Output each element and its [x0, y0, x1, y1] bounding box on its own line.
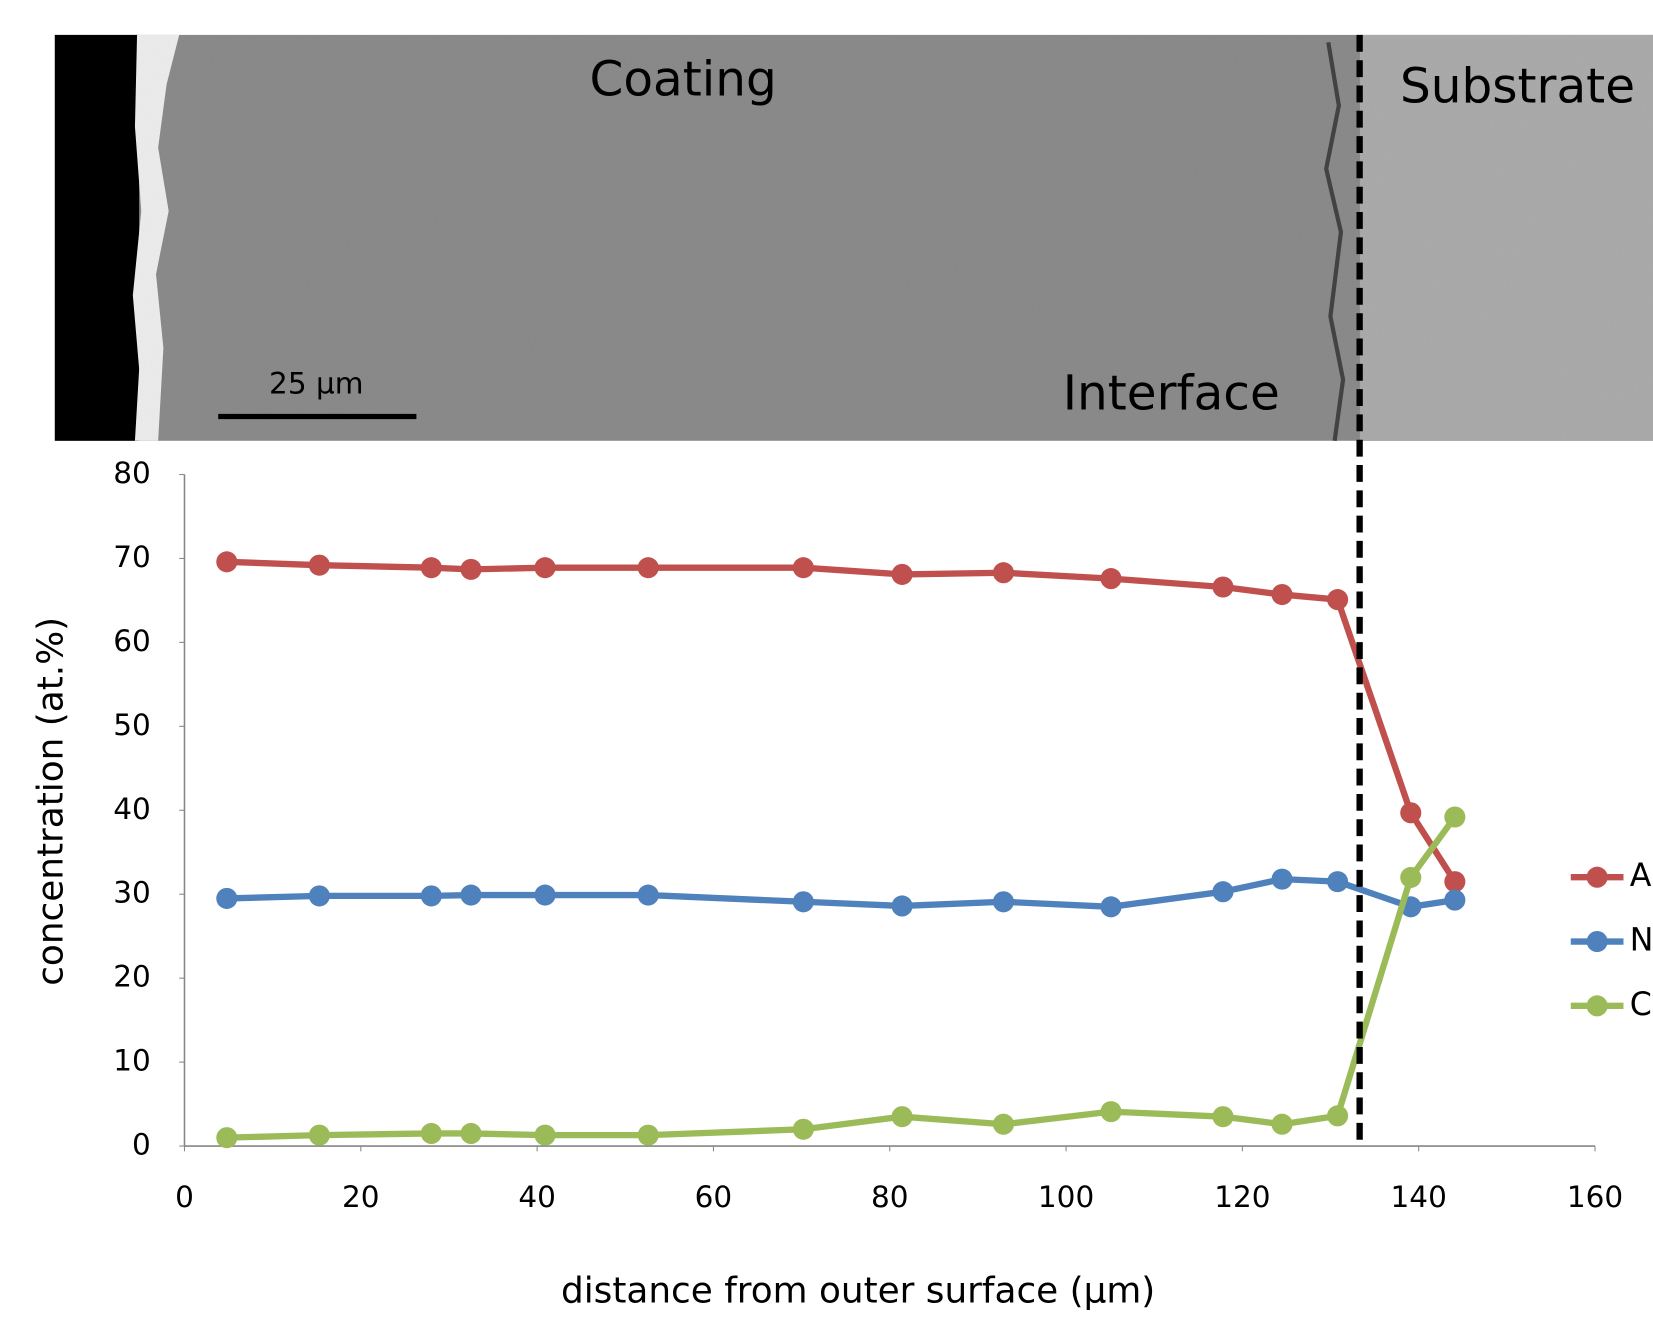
data-point: [534, 557, 556, 579]
micrograph: [54, 34, 1653, 442]
y-tick-label: 30: [113, 876, 151, 910]
data-point: [1444, 806, 1466, 828]
x-tick-label: 40: [518, 1180, 556, 1214]
data-point: [1444, 889, 1466, 911]
y-tick-label: 80: [113, 456, 151, 490]
y-tick-label: 40: [113, 792, 151, 826]
data-point: [534, 1124, 556, 1146]
data-point: [420, 1122, 442, 1144]
data-point: [420, 557, 442, 579]
data-point: [1327, 1105, 1349, 1127]
data-point: [792, 891, 814, 913]
data-point: [891, 1106, 913, 1128]
substrate-region: [1359, 34, 1653, 441]
data-point: [308, 554, 330, 576]
data-point: [216, 551, 238, 573]
legend-marker: [1586, 866, 1608, 888]
series-line: [226, 558, 1458, 884]
data-point: [891, 895, 913, 917]
surface-edge: [132, 34, 180, 441]
x-tick-label: 120: [1214, 1180, 1270, 1214]
data-point: [216, 1127, 238, 1149]
data-point: [534, 884, 556, 906]
y-tick-label: 50: [113, 708, 151, 742]
data-point: [792, 1118, 814, 1140]
legend-marker: [1586, 995, 1608, 1017]
mount-region: [54, 34, 140, 441]
x-axis-title: distance from outer surface (µm): [561, 1271, 1155, 1312]
data-point: [1271, 868, 1293, 890]
interface-zone: [1324, 41, 1346, 442]
data-point: [1100, 896, 1122, 918]
data-point: [308, 885, 330, 907]
data-point: [308, 1124, 330, 1146]
data-point: [891, 563, 913, 585]
y-tick-label: 20: [113, 960, 151, 994]
x-tick-label: 140: [1391, 1180, 1447, 1214]
data-point: [1400, 866, 1422, 888]
y-tick-label: 60: [113, 624, 151, 658]
legend-label: N: [1630, 923, 1653, 959]
data-point: [1400, 802, 1422, 824]
data-point: [460, 558, 482, 580]
data-point: [460, 884, 482, 906]
scale-bar-label: 25 µm: [269, 366, 363, 400]
data-point: [1444, 871, 1466, 893]
data-point: [1100, 1101, 1122, 1123]
x-tick-label: 20: [342, 1180, 380, 1214]
x-tick-label: 100: [1038, 1180, 1094, 1214]
interface-label: Interface: [1063, 366, 1280, 422]
data-point: [1271, 584, 1293, 606]
substrate-label: Substrate: [1400, 59, 1635, 115]
data-point: [792, 557, 814, 579]
y-tick-label: 70: [113, 540, 151, 574]
series-line: [226, 815, 1458, 1141]
data-point: [1212, 1106, 1234, 1128]
data-point: [216, 887, 238, 909]
y-tick-label: 0: [132, 1128, 151, 1162]
data-point: [1271, 1113, 1293, 1135]
x-tick-label: 60: [695, 1180, 733, 1214]
data-point: [992, 891, 1015, 913]
legend-marker: [1586, 930, 1608, 953]
data-point: [637, 884, 659, 906]
y-axis-title: concentration (at.%): [31, 617, 72, 986]
data-point: [1100, 568, 1122, 590]
data-point: [1212, 576, 1234, 598]
data-point: [992, 562, 1015, 584]
data-point: [1212, 881, 1234, 903]
data-point: [460, 1122, 482, 1144]
x-tick-label: 160: [1567, 1180, 1623, 1214]
y-tick-label: 10: [113, 1044, 151, 1078]
data-point: [637, 557, 659, 579]
x-tick-label: 80: [871, 1180, 909, 1214]
legend-label: C: [1630, 987, 1652, 1023]
series-line: [226, 875, 1456, 910]
coating-label: Coating: [590, 51, 777, 107]
data-point: [992, 1113, 1015, 1135]
data-point: [1327, 871, 1349, 893]
data-point: [420, 885, 442, 907]
x-tick-label: 0: [175, 1180, 194, 1214]
data-point: [637, 1124, 659, 1146]
legend-label: A: [1630, 858, 1652, 894]
data-point: [1327, 589, 1349, 611]
